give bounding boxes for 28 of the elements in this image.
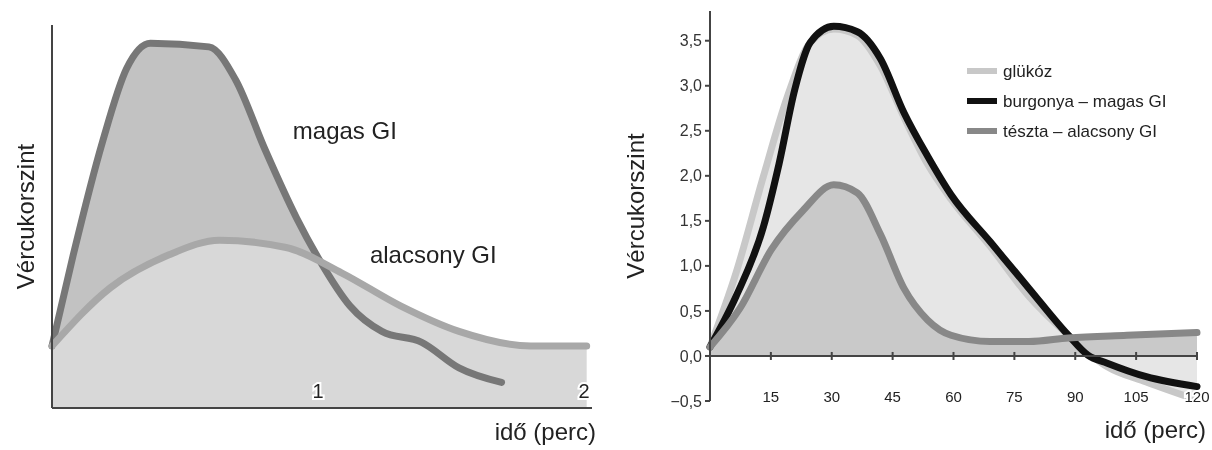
x-tick-label: 60: [945, 387, 962, 405]
y-tick-label: 3,5: [679, 32, 703, 50]
legend-label: glükóz: [1003, 61, 1053, 81]
y-axis-title: Vércukorszint: [12, 143, 40, 290]
y-axis-title: Vércukorszint: [622, 132, 650, 279]
x-tick-label: 45: [884, 387, 901, 405]
y-tick-label: 1,5: [679, 212, 703, 230]
y-tick-label: 0,0: [679, 347, 703, 365]
series-label: alacsony GI: [369, 241, 497, 269]
x-tick-label: 30: [823, 387, 841, 405]
x-tick-label: 90: [1066, 387, 1084, 405]
y-tick-label: 0,5: [679, 302, 703, 320]
x-axis-title: idő (perc): [1104, 416, 1206, 443]
x-tick-label: 120: [1184, 387, 1210, 405]
legend-label: burgonya – magas GI: [1003, 91, 1167, 111]
x-tick-label: 1: [312, 380, 324, 402]
y-tick-label: −0,5: [670, 392, 703, 410]
x-tick-label: 105: [1123, 387, 1149, 405]
y-tick-label: 3,0: [679, 77, 703, 95]
x-tick-label: 2: [578, 380, 590, 402]
legend-label: tészta – alacsony GI: [1003, 121, 1158, 141]
x-tick-label: 15: [762, 387, 780, 405]
y-tick-label: 2,0: [679, 167, 703, 185]
series-label: magas GI: [292, 117, 397, 145]
y-tick-label: 1,0: [679, 257, 703, 275]
x-tick-label: 75: [1006, 387, 1023, 405]
y-tick-label: 2,5: [679, 122, 703, 140]
x-axis-title: idő (perc): [494, 418, 596, 445]
